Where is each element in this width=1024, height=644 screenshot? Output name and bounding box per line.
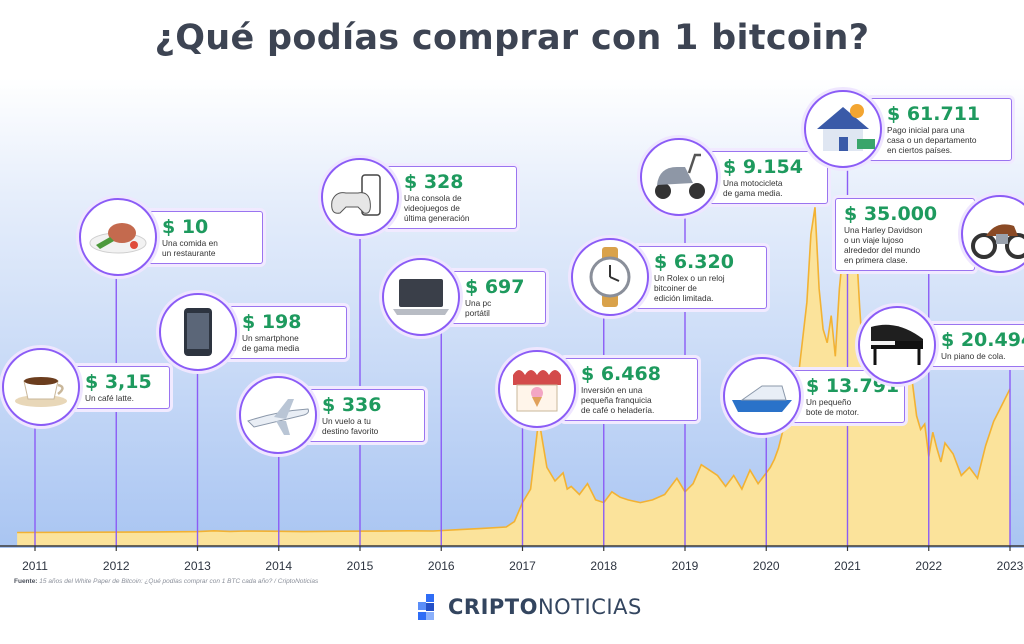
item-info-box-2023: $ 20.494Un piano de cola. — [922, 323, 1024, 367]
item-description-2018: Un Rolex o un reloj bitcoiner de edición… — [654, 272, 725, 303]
item-info-box-2019: $ 9.154 Una motocicleta de gama media. — [704, 150, 828, 204]
item-description-2012: Una comida en un restaurante — [162, 237, 218, 258]
item-card-2015: $ 328 Una consola de videojuegos de últim… — [321, 158, 517, 236]
brand-name-part1: CRIPTO — [448, 595, 538, 619]
item-price-2012: $ 10 — [162, 215, 209, 238]
item-card-2012: $ 10 Una comida en un restaurante — [79, 198, 263, 276]
item-price-2018: $ 6.320 — [654, 250, 734, 273]
item-info-box-2014: $ 336 Un vuelo a tu destino favorito — [303, 388, 425, 442]
x-tick-label-2014: 2014 — [265, 559, 292, 573]
item-card-2019: $ 9.154 Una motocicleta de gama media. — [640, 138, 828, 216]
item-card-2022: $ 35.000 Una Harley Davidson o un viaje l… — [835, 195, 1024, 273]
ice-cream-shop-icon — [498, 350, 576, 428]
item-info-box-2021: $ 61.711 Pago inicial para una casa o un … — [868, 97, 1012, 161]
item-info-box-2011: $ 3,15 Un café latte. — [66, 365, 170, 409]
item-description-2020: Un pequeño bote de motor. — [806, 396, 860, 417]
item-card-2018: $ 6.320 Un Rolex o un reloj bitcoiner de … — [571, 238, 767, 316]
x-tick-label-2015: 2015 — [347, 559, 374, 573]
x-tick-label-2017: 2017 — [509, 559, 536, 573]
source-note: Fuente: 15 años del White Paper de Bitco… — [14, 578, 318, 585]
source-label: Fuente: — [14, 578, 38, 585]
grand-piano-icon — [858, 306, 936, 384]
wristwatch-icon — [571, 238, 649, 316]
item-description-2023: Un piano de cola. — [941, 350, 1006, 361]
item-price-2023: $ 20.494 — [941, 328, 1024, 351]
x-tick-label-2011: 2011 — [22, 559, 48, 573]
x-tick-label-2012: 2012 — [103, 559, 130, 573]
item-card-2021: $ 61.711 Pago inicial para una casa o un … — [804, 90, 1012, 168]
item-description-2022: Una Harley Davidson o un viaje lujoso al… — [844, 224, 923, 265]
item-price-2021: $ 61.711 — [887, 102, 981, 125]
item-price-2011: $ 3,15 — [85, 370, 152, 393]
item-info-box-2013: $ 198 Un smartphone de gama media — [223, 305, 347, 359]
x-tick-label-2022: 2022 — [915, 559, 942, 573]
brand-logo: CRIPTONOTICIAS — [418, 594, 642, 620]
scooter-icon — [640, 138, 718, 216]
item-price-2020: $ 13.791 — [806, 374, 900, 397]
source-text: 15 años del White Paper de Bitcoin: ¿Qué… — [39, 578, 319, 585]
item-card-2013: $ 198 Un smartphone de gama media — [159, 293, 347, 371]
x-tick-label-2021: 2021 — [834, 559, 861, 573]
item-price-2019: $ 9.154 — [723, 155, 803, 178]
item-price-2022: $ 35.000 — [844, 202, 938, 225]
item-price-2015: $ 328 — [404, 170, 464, 193]
item-info-box-2015: $ 328 Una consola de videojuegos de últim… — [385, 165, 517, 229]
item-price-2016: $ 697 — [465, 275, 525, 298]
item-description-2017: Inversión en una pequeña franquicia de c… — [581, 384, 655, 415]
chart-title: ¿Qué podías comprar con 1 bitcoin? — [154, 18, 870, 58]
item-info-box-2018: $ 6.320 Un Rolex o un reloj bitcoiner de … — [635, 245, 767, 309]
coffee-cup-icon — [2, 348, 80, 426]
x-tick-label-2019: 2019 — [672, 559, 699, 573]
x-tick-label-2020: 2020 — [753, 559, 780, 573]
item-card-2011: $ 3,15 Un café latte. — [2, 348, 170, 426]
item-card-2017: $ 6.468 Inversión en una pequeña franquic… — [498, 350, 698, 428]
item-card-2014: $ 336 Un vuelo a tu destino favorito — [239, 376, 425, 454]
x-tick-label-2018: 2018 — [590, 559, 617, 573]
game-console-icon — [321, 158, 399, 236]
airplane-icon — [239, 376, 317, 454]
x-tick-label-2016: 2016 — [428, 559, 455, 573]
item-info-box-2017: $ 6.468 Inversión en una pequeña franquic… — [562, 357, 698, 421]
item-price-2013: $ 198 — [242, 310, 302, 333]
item-description-2015: Una consola de videojuegos de última gen… — [404, 192, 470, 223]
item-info-box-2016: $ 697 Una pc portátil — [446, 270, 546, 324]
motor-boat-icon — [723, 357, 801, 435]
item-description-2013: Un smartphone de gama media — [242, 332, 300, 353]
item-description-2014: Un vuelo a tu destino favorito — [322, 415, 379, 436]
house-icon — [804, 90, 882, 168]
x-tick-label-2013: 2013 — [184, 559, 211, 573]
motorcycle-icon — [961, 195, 1024, 273]
brand-name-part2: NOTICIAS — [537, 595, 642, 619]
brand-name: CRIPTONOTICIAS — [448, 595, 642, 619]
meal-plate-icon — [79, 198, 157, 276]
item-description-2011: Un café latte. — [85, 392, 134, 403]
brand-logo-icon — [418, 594, 434, 620]
item-price-2014: $ 336 — [322, 393, 382, 416]
price-line — [17, 204, 1011, 534]
item-description-2019: Una motocicleta de gama media. — [723, 177, 783, 198]
item-description-2021: Pago inicial para una casa o un departam… — [887, 124, 977, 155]
laptop-icon — [382, 258, 460, 336]
item-card-2016: $ 697 Una pc portátil — [382, 258, 546, 336]
item-info-box-2022: $ 35.000 Una Harley Davidson o un viaje l… — [835, 197, 975, 271]
item-info-box-2012: $ 10 Una comida en un restaurante — [143, 210, 263, 264]
item-description-2016: Una pc portátil — [465, 297, 492, 318]
x-tick-label-2023: 2023 — [997, 559, 1024, 573]
item-price-2017: $ 6.468 — [581, 362, 661, 385]
item-card-2023: $ 20.494Un piano de cola. — [858, 306, 1024, 384]
smartphone-icon — [159, 293, 237, 371]
